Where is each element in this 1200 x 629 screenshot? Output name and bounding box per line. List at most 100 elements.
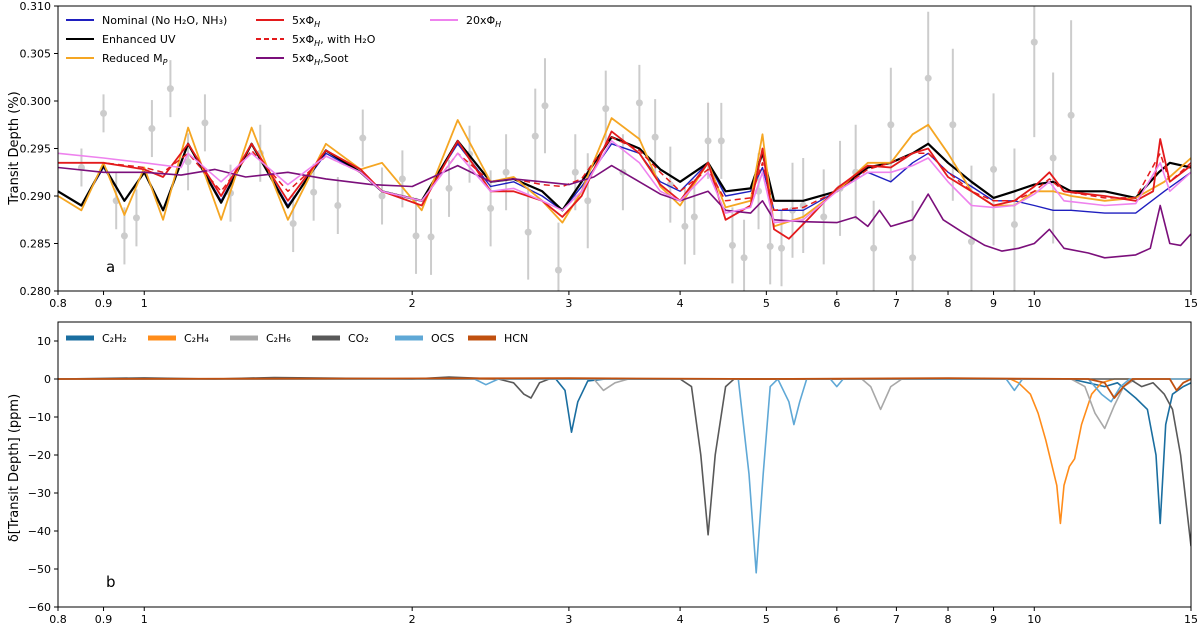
x-tick-label: 7	[893, 297, 900, 310]
series-line-5	[58, 377, 1191, 399]
observation-point	[704, 137, 712, 145]
series-line-4	[58, 136, 1191, 212]
x-tick-label: 10	[1027, 613, 1041, 625]
legend-label-5: HCN	[504, 332, 528, 345]
series-line-0	[58, 143, 1191, 214]
observation-point	[909, 254, 917, 262]
observation-point	[949, 121, 957, 129]
legend-label-2: Reduced MP	[102, 52, 168, 67]
panel-a-y-axis: 0.280 0.285 0.290 0.295 0.300 0.305 0.310	[20, 0, 58, 298]
panel-a-x-axis: 0.8 0.9 1 2 3 4 5 6 7 8 9 10 15	[49, 291, 1198, 310]
observation-point	[427, 233, 435, 241]
observation-point	[1010, 221, 1018, 228]
observation-point	[690, 213, 698, 221]
observation-point	[445, 184, 453, 192]
legend-label-4: OCS	[431, 332, 454, 345]
observation-point	[924, 74, 932, 82]
observation-point	[310, 188, 318, 196]
observation-point	[359, 134, 367, 142]
y-tick-label: −40	[28, 525, 51, 538]
x-tick-label: 7	[893, 613, 900, 625]
legend-label-1: Enhanced UV	[102, 33, 176, 46]
y-tick-label: 0.300	[20, 95, 52, 108]
series-line-1	[58, 378, 1191, 525]
x-tick-label: 1	[141, 297, 148, 310]
panel-b-x-axis: 0.8 0.9 1 2 3 4 5 6 7 8 9 10 15	[49, 607, 1198, 626]
y-tick-label: −10	[28, 411, 51, 424]
observation-point	[502, 168, 510, 176]
observation-point	[778, 244, 786, 252]
series-line-5	[58, 164, 1191, 259]
observation-point	[740, 254, 748, 262]
series-line-6	[58, 140, 1191, 224]
observation-point	[1049, 154, 1057, 162]
x-tick-label: 9	[990, 297, 997, 310]
x-tick-label: 4	[677, 297, 684, 310]
model-lines-group	[58, 117, 1191, 259]
panel-a-y-axis-label: Transit Depth (%)	[7, 91, 22, 205]
legend-label-1: C₂H₄	[184, 332, 209, 345]
x-tick-label: 8	[945, 297, 952, 310]
y-tick-label: 0.310	[20, 0, 52, 13]
panel-a-transit-depth: 0.8 0.9 1 2 3 4 5 6 7 8 9 10 15 0.280 0.285 0.290 0.295…	[7, 0, 1198, 310]
observation-point	[148, 125, 156, 133]
x-tick-label: 1	[141, 613, 148, 625]
panel-b-y-axis: −60 −50 −40 −30 −20 −10 0 10	[28, 335, 58, 614]
observation-point	[184, 158, 192, 166]
observation-point	[1030, 38, 1038, 46]
x-tick-label: 3	[565, 613, 572, 625]
panel-b-delta-transit-depth: 0.8 0.9 1 2 3 4 5 6 7 8 9 10 15 −60 −50 −40 −30 −20 −10 0 1…	[7, 321, 1198, 626]
observation-point	[887, 121, 895, 129]
series-line-3	[58, 130, 1191, 240]
x-tick-label: 0.8	[49, 297, 67, 310]
observation-point	[412, 232, 420, 240]
legend-label-0: Nominal (No H₂O, NH₃)	[102, 14, 227, 27]
x-tick-label: 9	[990, 613, 997, 625]
observation-point	[1067, 111, 1075, 119]
x-tick-label: 4	[677, 613, 684, 625]
x-tick-label: 8	[945, 613, 952, 625]
x-tick-label: 6	[833, 613, 840, 625]
observation-point	[531, 132, 539, 140]
x-tick-label: 0.9	[95, 613, 113, 625]
observation-point	[820, 213, 828, 221]
series-line-2	[58, 378, 1191, 430]
observation-point	[681, 222, 689, 230]
x-tick-label: 2	[409, 613, 416, 625]
legend-label-2: C₂H₆	[266, 332, 291, 345]
observation-point	[717, 137, 725, 145]
y-tick-label: −20	[28, 449, 51, 462]
y-tick-label: 0	[44, 373, 51, 386]
observation-point	[120, 232, 128, 240]
legend-label-6: 20xΦH	[466, 14, 501, 29]
legend-label-0: C₂H₂	[102, 332, 127, 345]
series-line-3	[58, 376, 1191, 547]
y-tick-label: 0.280	[20, 285, 52, 298]
observation-point	[378, 192, 386, 200]
panel-a-label: a	[106, 258, 115, 276]
x-tick-label: 5	[763, 613, 770, 625]
observation-point	[132, 214, 140, 222]
observation-point	[571, 168, 579, 176]
observation-point	[554, 266, 562, 274]
observation-point	[584, 197, 592, 205]
x-tick-label: 3	[565, 297, 572, 310]
observation-point	[524, 228, 532, 236]
observation-point	[635, 99, 643, 107]
observation-point	[398, 175, 406, 183]
observation-point	[728, 241, 736, 249]
observation-point	[166, 85, 174, 93]
x-tick-label: 15	[1184, 613, 1198, 625]
panel-b-legend: C₂H₂ C₂H₄ C₂H₆ CO₂ OCS HCN	[66, 332, 528, 345]
observation-point	[541, 102, 549, 110]
y-tick-label: 0.295	[20, 143, 52, 156]
legend-label-3: CO₂	[348, 332, 369, 345]
observation-point	[334, 202, 342, 209]
legend-label-5: 5xΦH,Soot	[292, 52, 349, 67]
y-tick-label: 0.290	[20, 190, 52, 203]
x-tick-label: 15	[1184, 297, 1198, 310]
y-tick-label: −30	[28, 487, 51, 500]
panel-b-frame	[57, 321, 1192, 608]
y-tick-label: 0.285	[20, 238, 52, 251]
